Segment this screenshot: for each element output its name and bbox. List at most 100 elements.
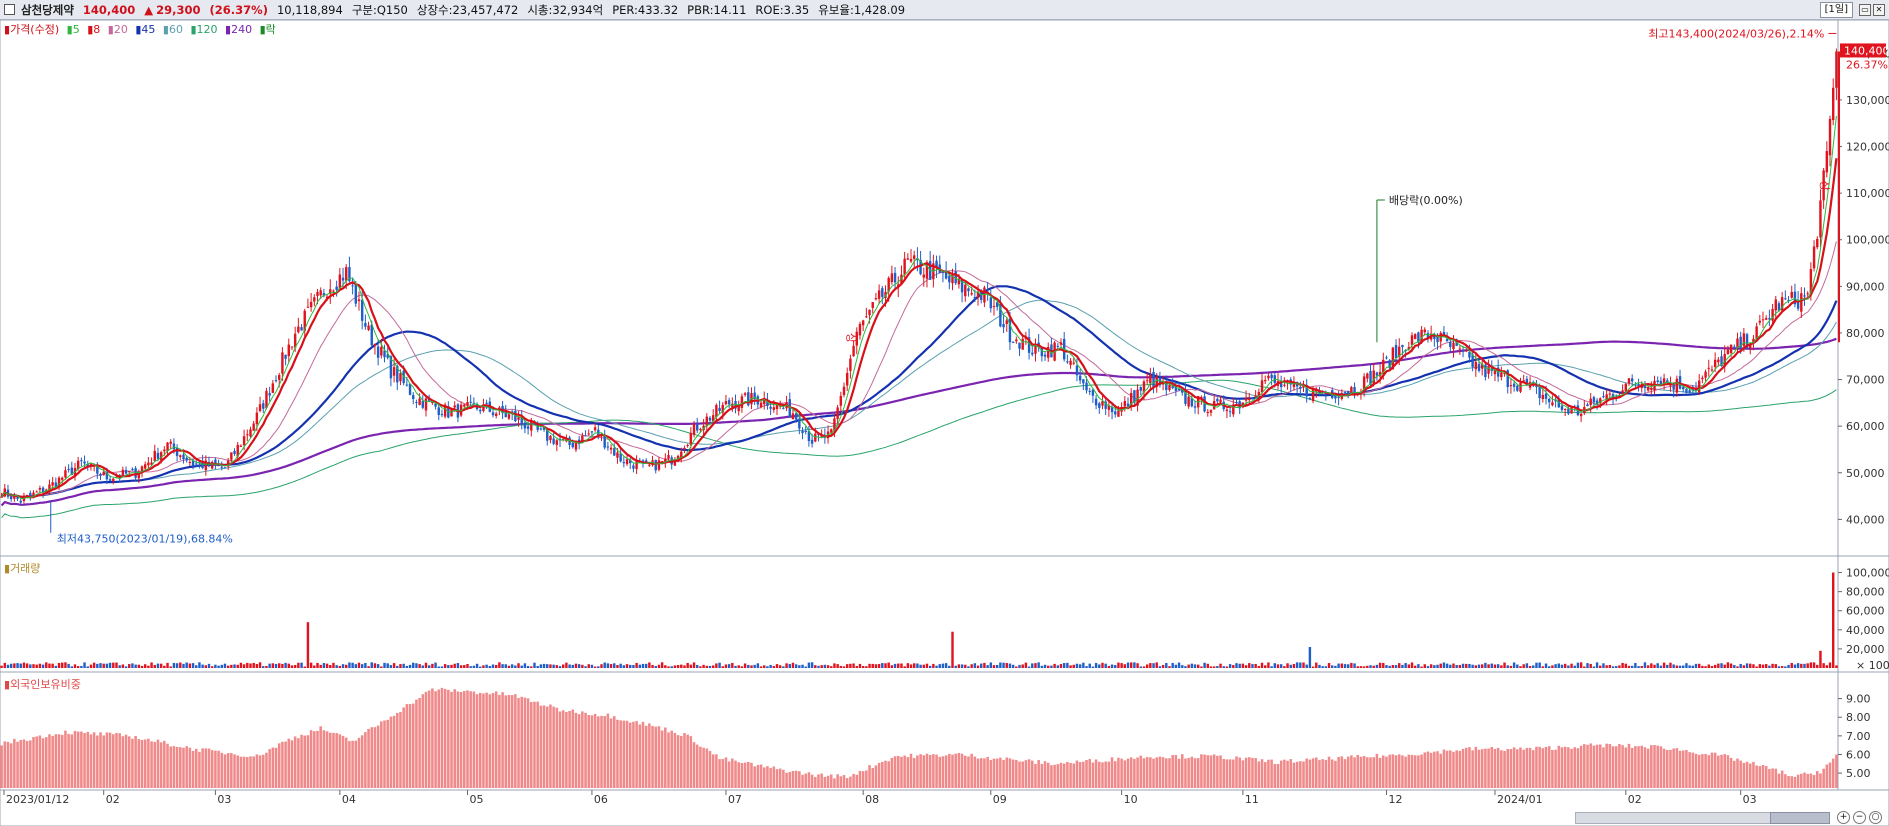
foreign-bar (447, 689, 450, 788)
candle-body (1720, 356, 1723, 367)
candle-body (855, 331, 858, 346)
foreign-bar (1120, 758, 1123, 788)
candle-body (1299, 386, 1302, 389)
candle-body (150, 462, 153, 465)
legend-ma45[interactable]: ▮45 (135, 23, 156, 36)
candle-body (1793, 291, 1797, 305)
volume-bar (638, 664, 642, 668)
close-icon[interactable]: ✕ (1873, 4, 1885, 16)
foreign-bar (632, 721, 635, 788)
volume-bar (427, 665, 431, 668)
volume-bar (568, 664, 571, 668)
volume-bar (1544, 663, 1548, 668)
scrollbar-thumb[interactable] (1770, 812, 1830, 824)
foreign-bar (1232, 759, 1235, 788)
volume-pane-label[interactable]: ▮거래량 (4, 562, 41, 575)
volume-bar (1749, 663, 1752, 668)
foreign-bar (1736, 758, 1739, 788)
foreign-bar (829, 774, 833, 788)
chart-scrollbar[interactable] (1575, 812, 1795, 824)
foreign-bar (140, 739, 144, 788)
candle-body (188, 462, 192, 464)
foreign-bar (1707, 755, 1711, 788)
candle-body (1650, 388, 1653, 390)
volume-bar (530, 666, 533, 668)
candle-body (999, 303, 1002, 327)
zoom-reset-icon[interactable]: ○ (1869, 811, 1882, 824)
volume-bar (1241, 663, 1245, 668)
candle-body (185, 457, 188, 461)
legend-ma5[interactable]: ▮5 (66, 23, 80, 36)
candle-body (1264, 380, 1267, 382)
volume-bar (96, 663, 99, 668)
select-checkbox[interactable] (4, 4, 15, 15)
foreign-bar (443, 688, 447, 788)
candle-body (0, 496, 3, 498)
foreign-bar (1656, 745, 1659, 788)
candle-body (1123, 400, 1127, 407)
candle-body (1675, 378, 1679, 393)
volume-bar (364, 662, 367, 668)
volume-bar (877, 663, 881, 668)
legend-ma60[interactable]: ▮60 (162, 23, 183, 36)
foreign-bar (657, 726, 661, 788)
candle-body (683, 447, 686, 450)
candle-body (195, 463, 198, 465)
legend-ma20[interactable]: ▮20 (107, 23, 128, 36)
legend-ex[interactable]: ▮락 (259, 23, 276, 36)
volume-bar (201, 664, 204, 668)
candle-body (861, 320, 865, 326)
legend-ma240[interactable]: ▮240 (225, 23, 253, 36)
foreign-bar (395, 713, 399, 788)
foreign-bar (855, 774, 859, 788)
price-tick-label: 60,000 (1846, 420, 1885, 433)
volume-bar (51, 663, 54, 668)
candle-body (70, 467, 74, 475)
foreign-bar (1094, 759, 1098, 788)
volume-bar (1133, 662, 1136, 668)
foreign-bar (1822, 768, 1825, 788)
candle-body (868, 309, 871, 316)
legend-ma8[interactable]: ▮8 (87, 23, 101, 36)
volume-bar (616, 664, 619, 668)
stock-name[interactable]: 삼천당제약 (21, 2, 74, 17)
volume-bar (1809, 662, 1813, 668)
foreign-bar (1630, 747, 1634, 788)
legend-ma120[interactable]: ▮120 (190, 23, 218, 36)
candle-body (131, 468, 134, 470)
foreign-bar (1669, 749, 1672, 788)
restore-icon[interactable]: ▭ (1859, 4, 1871, 16)
candle-body (61, 477, 64, 480)
foreign-pane-label[interactable]: ▮외국인보유비중 (4, 678, 81, 691)
volume-bar (1155, 662, 1158, 668)
volume-bar (1828, 662, 1832, 668)
candle-body (1225, 409, 1229, 412)
foreign-bar (983, 758, 986, 788)
foreign-bar (1318, 760, 1321, 788)
candle-body (1031, 352, 1034, 355)
zoom-out-icon[interactable]: − (1853, 811, 1866, 824)
foreign-bar (303, 735, 307, 788)
foreign-bar (932, 754, 935, 788)
candle-body (884, 291, 887, 299)
foreign-bar (1468, 747, 1471, 788)
volume-bar (408, 664, 412, 668)
volume-bar (1219, 663, 1222, 668)
price-change-pct: (26.37%) (209, 2, 268, 17)
volume-bar (897, 663, 900, 668)
foreign-bar (306, 735, 310, 788)
volume-bar (807, 662, 811, 668)
zoom-in-icon[interactable]: + (1837, 811, 1850, 824)
candle-body (603, 435, 606, 448)
legend-price[interactable]: ▮가격(수정) (4, 23, 60, 36)
candle-body (1643, 384, 1647, 388)
volume-bar (1496, 664, 1500, 668)
foreign-bar (1356, 755, 1360, 788)
volume-bar (297, 662, 300, 668)
foreign-bar (1490, 746, 1494, 788)
period-selector[interactable]: [1일] (1819, 2, 1853, 18)
candle-body (1816, 238, 1819, 248)
foreign-bar (1784, 774, 1787, 788)
ma5-line (1, 115, 1837, 500)
